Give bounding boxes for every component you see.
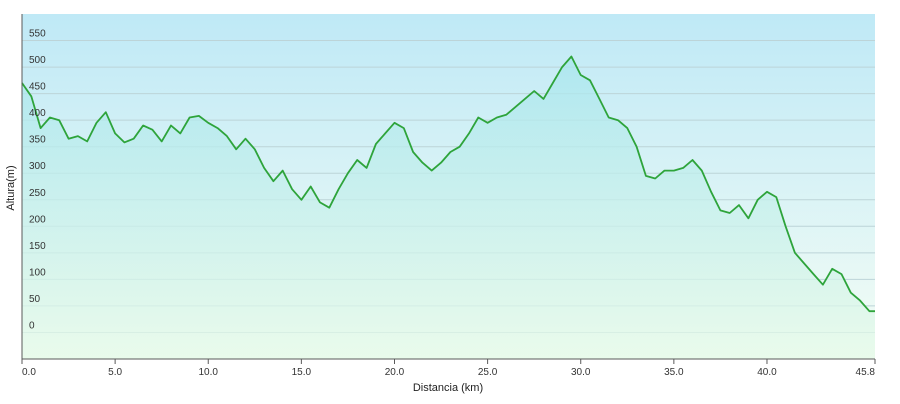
x-tick-label: 0.0 [22, 367, 36, 378]
y-tick-label: 450 [29, 82, 46, 93]
x-tick-label: 25.0 [478, 367, 498, 378]
x-tick-label: 20.0 [385, 367, 405, 378]
x-tick-label: 30.0 [571, 367, 591, 378]
x-tick-labels: 0.0 5.0 10.0 15.0 20.0 25.0 30.0 35.0 40.0 45.8 [21, 359, 876, 378]
y-tick-label: 100 [29, 267, 46, 278]
y-tick-label: 200 [29, 214, 46, 225]
y-axis-title: Altura(m) [5, 165, 17, 210]
y-tick-label: 300 [29, 161, 46, 172]
x-tick-label: 10.0 [199, 367, 219, 378]
y-tick-label: 500 [29, 55, 46, 66]
x-tick-label: 15.0 [292, 367, 312, 378]
x-tick-label: 35.0 [664, 367, 684, 378]
x-tick-label: 5.0 [108, 367, 122, 378]
y-tick-label: 550 [29, 29, 46, 40]
elevation-line [21, 55, 875, 313]
elevation-area [22, 56, 875, 359]
y-tick-label: 150 [29, 241, 46, 252]
y-tick-label: 0 [29, 320, 35, 331]
x-tick-label: 45.8 [856, 367, 876, 378]
y-tick-label: 400 [29, 108, 46, 119]
y-tick-label: 250 [29, 188, 46, 199]
x-axis-title: Distancia (km) [413, 382, 483, 394]
x-tick-label: 40.0 [757, 367, 777, 378]
y-tick-labels: 0 50 100 150 200 250 300 350 400 450 500 550 [29, 29, 46, 332]
y-tick-label: 50 [29, 294, 41, 305]
y-tick-label: 350 [29, 135, 46, 146]
